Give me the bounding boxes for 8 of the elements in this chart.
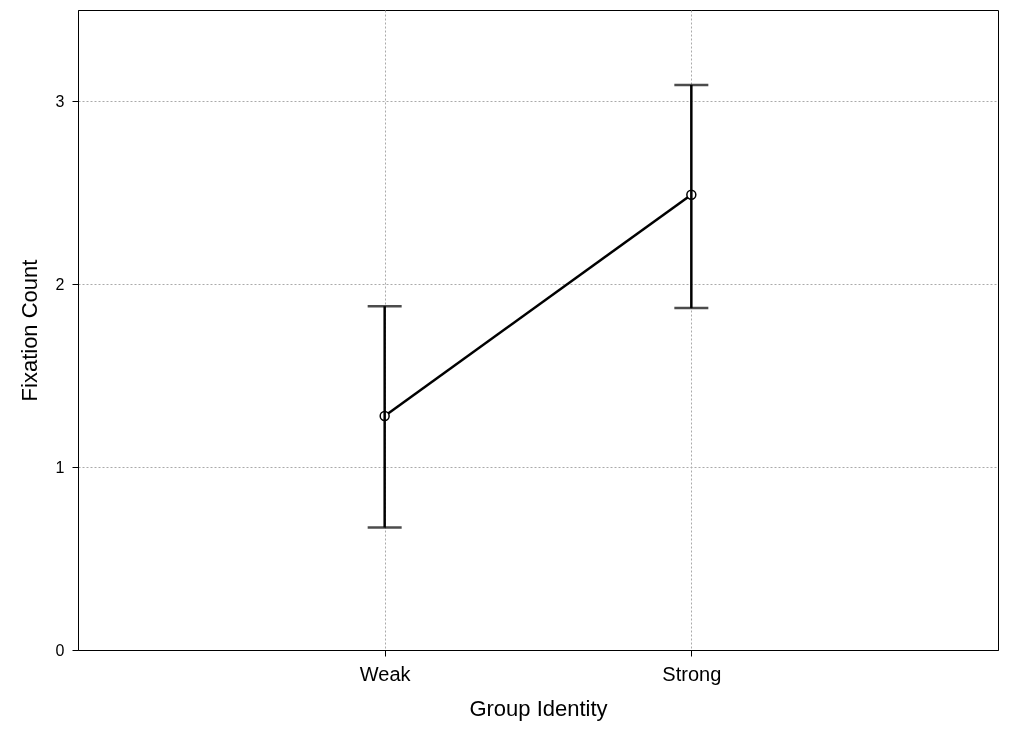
y-axis-title: Fixation Count bbox=[16, 259, 42, 402]
y-tick-label: 2 bbox=[55, 275, 65, 293]
y-tick-label: 0 bbox=[55, 641, 65, 659]
x-tick-label: Weak bbox=[359, 662, 412, 685]
y-tick-label: 1 bbox=[55, 458, 65, 476]
x-tick-label: Strong bbox=[662, 662, 722, 685]
x-axis-title: Group Identity bbox=[469, 695, 608, 721]
y-tick-label: 3 bbox=[55, 92, 65, 110]
